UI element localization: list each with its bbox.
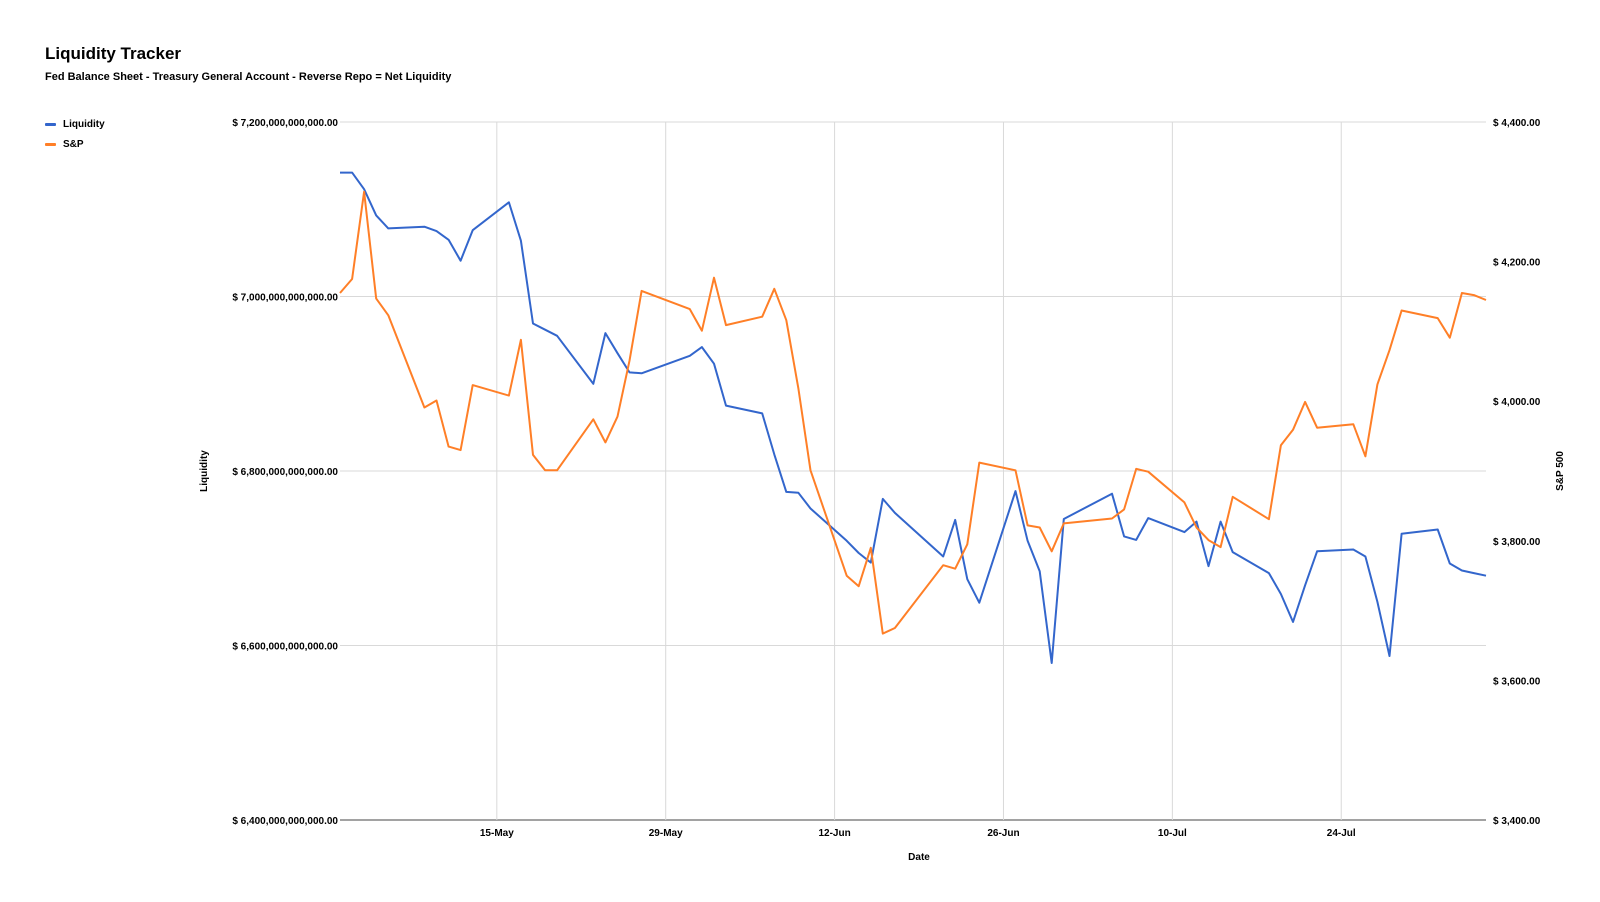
y-tick-label-left: $ 6,800,000,000,000.00 xyxy=(232,467,338,478)
y-tick-label-left: $ 6,600,000,000,000.00 xyxy=(232,642,338,653)
y-tick-label-right: $ 3,800.00 xyxy=(1493,537,1541,548)
legend-swatch-sp xyxy=(45,142,56,146)
y-axis-title-right: S&P 500 xyxy=(1555,451,1566,491)
x-axis-title: Date xyxy=(908,852,930,863)
x-tick-label: 26-Jun xyxy=(987,828,1019,839)
y-tick-label-left: $ 6,400,000,000,000.00 xyxy=(232,816,338,827)
y-tick-label-right: $ 3,600.00 xyxy=(1493,676,1541,687)
x-tick-label: 29-May xyxy=(649,828,683,839)
chart-title: Liquidity Tracker xyxy=(45,44,182,63)
y-tick-label-left: $ 7,200,000,000,000.00 xyxy=(232,118,338,129)
series-line-sp xyxy=(339,190,1487,635)
legend-label-sp: S&P xyxy=(63,138,84,150)
x-tick-label: 24-Jul xyxy=(1327,828,1356,839)
x-tick-label: 12-Jun xyxy=(818,828,850,839)
y-tick-label-right: $ 3,400.00 xyxy=(1493,816,1541,827)
legend-swatch-liquidity xyxy=(45,122,56,126)
x-tick-label: 10-Jul xyxy=(1158,828,1187,839)
legend: Liquidity S&P xyxy=(45,114,105,154)
legend-item-liquidity: Liquidity xyxy=(45,114,105,134)
legend-item-sp: S&P xyxy=(45,134,105,154)
series-line-liquidity xyxy=(340,171,1487,664)
legend-label-liquidity: Liquidity xyxy=(63,118,105,130)
y-tick-label-left: $ 7,000,000,000,000.00 xyxy=(232,293,338,304)
chart-subtitle: Fed Balance Sheet - Treasury General Acc… xyxy=(45,71,452,83)
y-axis-title-left: Liquidity xyxy=(199,450,210,492)
x-tick-label: 15-May xyxy=(480,828,514,839)
y-tick-label-right: $ 4,400.00 xyxy=(1493,118,1541,129)
y-tick-label-right: $ 4,000.00 xyxy=(1493,397,1541,408)
y-tick-label-right: $ 4,200.00 xyxy=(1493,258,1541,269)
